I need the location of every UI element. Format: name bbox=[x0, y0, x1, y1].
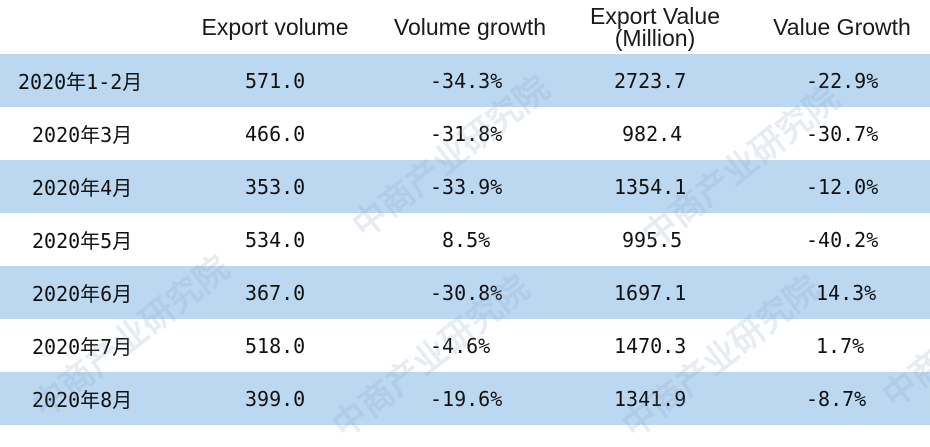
cell-value-growth: -12.0% bbox=[806, 174, 879, 199]
table-row: 2020年1-2月 571.0 -34.3% 2723.7 -22.9% bbox=[0, 54, 930, 107]
cell-export-value: 995.5 bbox=[622, 227, 683, 252]
cell-period: 2020年7月 bbox=[32, 335, 133, 359]
cell-volume-growth: -33.9% bbox=[430, 174, 503, 199]
cell-period: 2020年8月 bbox=[32, 388, 133, 412]
cell-volume-growth: -19.6% bbox=[430, 386, 503, 411]
cell-value-growth: -30.7% bbox=[806, 121, 879, 146]
cell-volume-growth: -34.3% bbox=[430, 68, 503, 93]
data-table: Export volume Volume growth Export Value… bbox=[0, 0, 930, 425]
cell-value-growth: 1.7% bbox=[816, 333, 865, 358]
table-row: 2020年4月 353.0 -33.9% 1354.1 -12.0% bbox=[0, 160, 930, 213]
header-volume-growth: Volume growth bbox=[393, 14, 547, 40]
cell-volume-growth: -31.8% bbox=[430, 121, 503, 146]
cell-export-value: 1341.9 bbox=[614, 386, 687, 411]
cell-period: 2020年5月 bbox=[32, 229, 133, 253]
cell-export-value: 2723.7 bbox=[614, 68, 687, 93]
cell-volume-growth: -4.6% bbox=[430, 333, 491, 358]
cell-period: 2020年6月 bbox=[32, 282, 133, 306]
cell-export-volume: 367.0 bbox=[245, 280, 306, 305]
cell-export-volume: 518.0 bbox=[245, 333, 306, 358]
table-row: 2020年7月 518.0 -4.6% 1470.3 1.7% bbox=[0, 319, 930, 372]
header-value-growth: Value Growth bbox=[773, 14, 911, 40]
header-export-value-line2: (Million) bbox=[614, 25, 696, 51]
table-row: 2020年8月 399.0 -19.6% 1341.9 -8.7% bbox=[0, 372, 930, 425]
cell-export-value: 1470.3 bbox=[614, 333, 687, 358]
cell-value-growth: -22.9% bbox=[806, 68, 879, 93]
cell-period: 2020年4月 bbox=[32, 176, 133, 200]
cell-export-volume: 399.0 bbox=[245, 386, 306, 411]
cell-period: 2020年3月 bbox=[32, 123, 133, 147]
cell-export-volume: 466.0 bbox=[245, 121, 306, 146]
cell-value-growth: -40.2% bbox=[806, 227, 879, 252]
cell-export-volume: 353.0 bbox=[245, 174, 306, 199]
cell-export-value: 1697.1 bbox=[614, 280, 687, 305]
cell-value-growth: -8.7% bbox=[806, 386, 867, 411]
header-export-value: Export Value (Million) bbox=[570, 0, 740, 54]
cell-volume-growth: 8.5% bbox=[442, 227, 491, 252]
cell-export-value: 1354.1 bbox=[614, 174, 687, 199]
cell-export-volume: 534.0 bbox=[245, 227, 306, 252]
cell-export-volume: 571.0 bbox=[245, 68, 306, 93]
header-export-value-line1: Export Value bbox=[590, 3, 720, 29]
table-row: 2020年3月 466.0 -31.8% 982.4 -30.7% bbox=[0, 107, 930, 160]
cell-value-growth: 14.3% bbox=[816, 280, 877, 305]
table-header: Export volume Volume growth Export Value… bbox=[0, 0, 930, 54]
table-row: 2020年5月 534.0 8.5% 995.5 -40.2% bbox=[0, 213, 930, 266]
cell-export-value: 982.4 bbox=[622, 121, 683, 146]
cell-period: 2020年1-2月 bbox=[18, 70, 143, 94]
header-export-volume: Export volume bbox=[201, 14, 349, 40]
cell-volume-growth: -30.8% bbox=[430, 280, 503, 305]
table-row: 2020年6月 367.0 -30.8% 1697.1 14.3% bbox=[0, 266, 930, 319]
